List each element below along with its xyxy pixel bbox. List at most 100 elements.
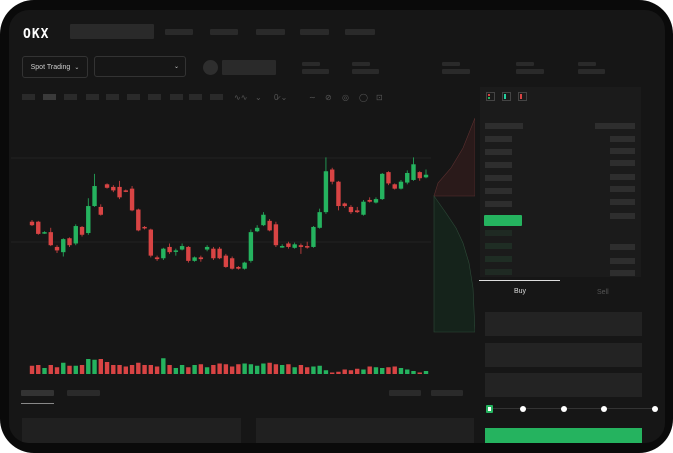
tab-underline	[21, 403, 54, 404]
candle-body	[267, 220, 272, 231]
volume-bar	[373, 367, 379, 374]
volume-bar	[173, 368, 179, 374]
filter-button[interactable]	[431, 390, 463, 396]
volume-bar	[104, 362, 110, 374]
volume-bar	[311, 366, 316, 374]
chevron-down-icon: ⌄	[74, 64, 80, 71]
settings-icon[interactable]: ◯	[359, 93, 368, 102]
orderbook-panel	[480, 87, 641, 277]
candle-body	[67, 238, 72, 246]
volume-bar	[380, 368, 385, 374]
amount-input[interactable]	[485, 343, 642, 367]
pencil-icon[interactable]: ⊘	[325, 93, 332, 102]
timeframe-button[interactable]	[43, 94, 56, 100]
volume-bar	[129, 365, 135, 374]
candle-body	[248, 232, 254, 261]
timeframe-button[interactable]	[64, 94, 77, 100]
candle-body	[292, 244, 297, 248]
pair-dropdown[interactable]: ⌄	[94, 56, 186, 77]
volume-bar	[67, 365, 72, 374]
volume-bar	[292, 367, 297, 374]
timeframe-button[interactable]	[127, 94, 140, 100]
stat-value	[352, 69, 379, 74]
fullscreen-icon[interactable]: ⊡	[376, 93, 383, 102]
timeframe-button[interactable]	[86, 94, 99, 100]
line-tool-icon[interactable]: ∼	[309, 93, 316, 102]
candle-body	[61, 239, 66, 253]
chevron-down-icon: ⌄	[173, 64, 179, 70]
candle-body	[342, 203, 347, 207]
nav-item[interactable]	[165, 29, 193, 35]
volume-bar	[342, 369, 347, 374]
candle-body	[417, 172, 422, 179]
candle-body	[79, 226, 85, 235]
buy-submit-button[interactable]	[485, 428, 642, 443]
volume-bar	[136, 362, 141, 374]
volume-bar	[411, 371, 416, 374]
book-buy-icon[interactable]	[502, 92, 511, 101]
timeframe-button[interactable]	[189, 94, 202, 100]
last-price-button[interactable]	[484, 215, 522, 226]
book-sell-icon[interactable]	[518, 92, 527, 101]
volume-bar	[54, 367, 60, 374]
candle-body	[317, 212, 322, 228]
nav-item[interactable]	[300, 29, 329, 35]
slider-step[interactable]	[601, 406, 607, 412]
volume-bar	[167, 365, 172, 374]
filter-button[interactable]	[389, 390, 421, 396]
tab-buy[interactable]: Buy	[514, 288, 527, 295]
candle-body	[329, 169, 335, 182]
slider-handle[interactable]	[486, 405, 493, 413]
slider-step[interactable]	[561, 406, 567, 412]
candle-body	[386, 172, 391, 184]
volume-bar	[398, 368, 404, 374]
tab-open-orders[interactable]	[21, 390, 54, 396]
nav-item[interactable]	[210, 29, 238, 35]
camera-icon[interactable]: ◎	[342, 93, 349, 102]
candle-body	[29, 221, 35, 226]
ruler-icon[interactable]: 0̷ ⌄	[274, 93, 288, 102]
nav-item[interactable]	[345, 29, 375, 35]
slider-track[interactable]	[489, 408, 657, 409]
candle-body	[236, 266, 241, 269]
search-bar[interactable]	[70, 24, 154, 39]
candle-body	[179, 246, 185, 250]
candle-body	[279, 246, 285, 248]
timeframe-button[interactable]	[106, 94, 119, 100]
book-both-icon[interactable]	[486, 92, 495, 101]
tab-history[interactable]	[67, 390, 100, 396]
candle-body	[254, 227, 260, 232]
candle-body	[361, 201, 366, 215]
total-input[interactable]	[485, 373, 642, 397]
candle-body	[348, 206, 354, 213]
candle-type-icon[interactable]: ⌄	[255, 93, 262, 102]
volume-bar	[304, 367, 310, 374]
timeframe-button[interactable]	[148, 94, 161, 100]
volume-bar	[392, 366, 397, 374]
slider-step[interactable]	[520, 406, 526, 412]
trading-type-dropdown[interactable]: Spot Trading ⌄	[22, 56, 88, 78]
volume-bar	[192, 365, 197, 374]
candle-body	[154, 257, 160, 260]
candle-body	[186, 246, 191, 261]
candle-body	[36, 221, 41, 234]
volume-bar	[242, 363, 247, 374]
timeframe-button[interactable]	[170, 94, 183, 100]
price-input[interactable]	[485, 312, 642, 336]
candle-body	[304, 246, 310, 248]
candle-body	[198, 257, 204, 260]
timeframe-button[interactable]	[22, 94, 35, 100]
volume-bar	[198, 364, 204, 374]
okx-logo: OKX	[23, 27, 50, 42]
volume-bar	[273, 364, 279, 374]
candle-body	[298, 245, 304, 247]
volume-bar	[361, 369, 366, 374]
timeframe-button[interactable]	[210, 94, 223, 100]
indicator-icon[interactable]: ∿∿	[234, 93, 248, 102]
candle-body	[173, 250, 179, 252]
candlestick-chart[interactable]	[11, 88, 475, 388]
nav-item[interactable]	[256, 29, 285, 35]
slider-step[interactable]	[652, 406, 658, 412]
tab-sell[interactable]: Sell	[597, 289, 609, 296]
